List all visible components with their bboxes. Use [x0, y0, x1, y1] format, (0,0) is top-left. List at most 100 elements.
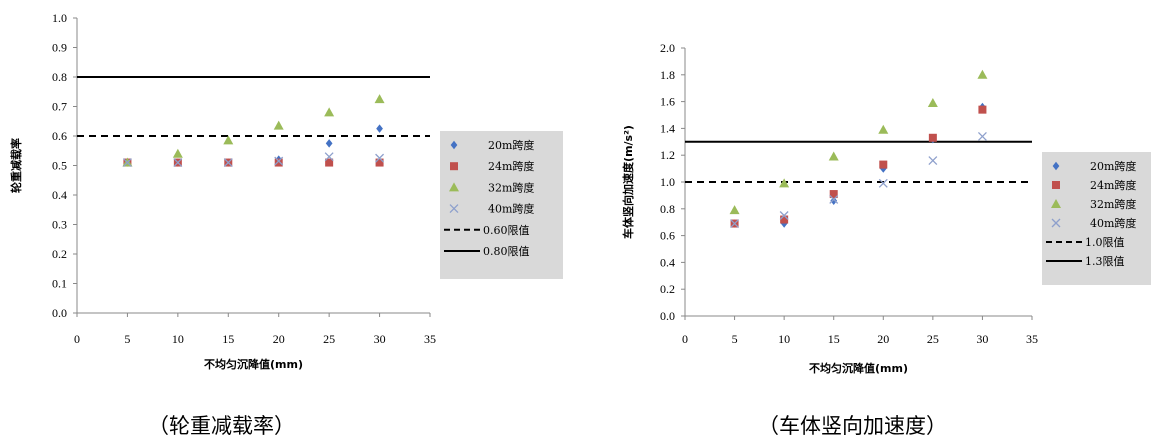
chart-0-series-3-point-5-stroke-b: [375, 153, 385, 163]
caption-left: （轮重减载率）: [148, 414, 295, 438]
chart-1-xtick-label-4: 20: [877, 332, 889, 346]
chart-0-series-3-point-2-stroke-b: [223, 158, 233, 168]
chart-0-legend-label-1: 24m跨度: [488, 159, 534, 173]
chart-0-series-3-point-1: [173, 158, 183, 168]
chart-1-ytick-label-8: 1.6: [660, 95, 675, 109]
chart-0-series-2-point-2: [223, 135, 234, 145]
chart-0-ytick-label-3: 0.3: [52, 218, 67, 232]
chart-1: 0.0 0.2 0.4 0.6 0.8 1.0 1.2 1.4 1.6 1.8 2.0 0 5 10 15 2…: [621, 41, 1151, 375]
chart-1-legend-marker-0: [1052, 161, 1060, 171]
chart-1-legend-box: [1042, 152, 1151, 285]
chart-1-series-3-point-2-stroke-b: [829, 194, 839, 204]
chart-1-xtick-label-1: 5: [732, 332, 738, 346]
chart-0-series-3-point-0: [122, 158, 132, 168]
chart-0-legend-marker-3-stroke-b: [449, 204, 459, 214]
chart-0-series-2-point-5: [374, 94, 385, 104]
chart-0-series-3-point-3-stroke-b: [274, 156, 284, 166]
chart-0-legend-marker-3: [449, 204, 459, 214]
chart-1-xtick-label-2: 10: [778, 332, 790, 346]
chart-1-ytick-label-4: 0.8: [660, 202, 675, 216]
chart-0-ytick-label-5: 0.5: [52, 159, 67, 173]
chart-1-legend-label-3: 40m跨度: [1090, 216, 1136, 230]
chart-0-legend-marker-2: [449, 182, 459, 192]
chart-1-series-2-point-4: [927, 97, 938, 107]
chart-0-series-3-point-1-stroke-b: [173, 158, 183, 168]
chart-1-xtick-label-7: 35: [1026, 332, 1038, 346]
chart-0-legend-label-5: 0.80限值: [483, 245, 530, 258]
chart-0-xtick-label-5: 25: [323, 332, 335, 346]
chart-1-legend-label-1: 24m跨度: [1090, 178, 1136, 192]
chart-1-xtick-label-5: 25: [927, 332, 939, 346]
chart-0-series-3-point-5: [375, 153, 385, 163]
chart-1-series-3-point-1-stroke-b: [779, 211, 789, 220]
chart-1-series-2-point-0: [729, 205, 740, 215]
chart-1-series-0-point-2: [830, 196, 838, 205]
chart-0-series-3-point-3: [274, 156, 284, 166]
chart-1-series-1-point-4: [928, 133, 937, 142]
chart-0-legend-marker-1: [450, 162, 458, 171]
chart-0-ytick-label-10: 1.0: [52, 11, 67, 25]
chart-0-legend-marker-0: [450, 140, 458, 150]
chart-1-ytick-label-6: 1.2: [660, 148, 675, 162]
chart-0-series-0-point-4: [325, 139, 333, 148]
chart-1-legend-label-0: 20m跨度: [1090, 159, 1136, 173]
chart-0-xtick-label-6: 30: [374, 332, 386, 346]
chart-0-legend-label-0: 20m跨度: [488, 138, 534, 152]
chart-0-xtick-label-2: 10: [172, 332, 184, 346]
chart-1-series-1-point-5: [978, 105, 987, 114]
chart-0-ytick-label-0: 0.0: [52, 306, 67, 320]
chart-0-ytick-label-4: 0.4: [52, 188, 67, 202]
chart-0-legend: 20m跨度 24m跨度 32m跨度 40m跨度 0.60限值 0.80限值: [440, 131, 563, 279]
chart-1-series-1-point-3: [879, 160, 888, 169]
chart-1-series-3-point-5-stroke-b: [977, 131, 987, 141]
caption-right: （车体竖向加速度）: [758, 414, 947, 438]
chart-1-ytick-label-3: 0.6: [660, 229, 675, 243]
chart-0-x-axis-title: 不均匀沉降值(mm): [204, 357, 303, 371]
chart-1-series-3-point-4-stroke-b: [928, 156, 938, 166]
chart-1-ytick-label-9: 1.8: [660, 68, 675, 82]
chart-0-xtick-label-1: 5: [124, 332, 130, 346]
chart-1-series-3-point-5: [977, 131, 987, 141]
chart-0-series-2-point-4: [324, 107, 335, 117]
chart-1-legend-marker-3: [1051, 218, 1061, 228]
chart-1-ytick-label-5: 1.0: [660, 175, 675, 189]
chart-1-legend-label-5: 1.3限值: [1085, 255, 1125, 268]
chart-1-series-3-point-1: [779, 211, 789, 220]
chart-0-ytick-label-9: 0.9: [52, 41, 67, 55]
chart-1-series-2-point-3: [878, 124, 889, 134]
chart-1-ytick-label-2: 0.4: [660, 255, 675, 269]
chart-1-series-1-point-1: [780, 215, 789, 224]
chart-0: 0.0 0.1 0.2 0.3 0.4 0.5 0.6 0.7 0.8 0.9 1.0 0 5 10 15 2…: [9, 11, 563, 371]
chart-1-series-2-point-5: [977, 69, 988, 79]
chart-1-y-axis-title: 车体竖向加速度(m/s²): [621, 125, 635, 239]
chart-1-ytick-label-10: 2.0: [660, 41, 675, 55]
chart-0-series-2-point-3: [273, 120, 284, 130]
chart-1-ytick-label-7: 1.4: [660, 121, 675, 135]
chart-0-series-0-point-5: [376, 124, 383, 133]
chart-1-series-1-point-2: [829, 190, 838, 199]
chart-1-legend-label-4: 1.0限值: [1085, 236, 1125, 249]
chart-0-ytick-label-1: 0.1: [52, 277, 67, 291]
chart-1-xtick-label-0: 0: [682, 332, 688, 346]
chart-1-xtick-label-3: 15: [828, 332, 840, 346]
chart-0-series-3-point-4-stroke-b: [324, 152, 334, 162]
chart-1-series-3-point-3: [878, 178, 888, 188]
chart-1-series-3-point-0: [730, 219, 740, 228]
chart-1-ytick-label-0: 0.0: [660, 309, 675, 323]
chart-0-legend-label-3: 40m跨度: [488, 202, 534, 216]
chart-0-legend-label-2: 32m跨度: [488, 180, 534, 194]
chart-0-xtick-label-7: 35: [424, 332, 436, 346]
chart-1-series-3-point-4: [928, 156, 938, 166]
chart-1-legend-marker-1: [1052, 181, 1060, 189]
chart-0-series-1-point-5: [375, 158, 384, 167]
chart-0-ytick-label-2: 0.2: [52, 247, 67, 261]
chart-1-legend-label-2: 32m跨度: [1090, 197, 1136, 211]
chart-1-xtick-label-6: 30: [976, 332, 988, 346]
chart-1-series-3-point-3-stroke-b: [878, 178, 888, 188]
chart-0-ytick-label-7: 0.7: [52, 100, 67, 114]
chart-0-y-axis-title: 轮重减载率: [9, 138, 23, 193]
chart-1-legend-marker-3-stroke-b: [1051, 218, 1061, 228]
chart-0-ytick-label-8: 0.8: [52, 70, 67, 84]
chart-1-series-2-point-2: [828, 151, 839, 161]
